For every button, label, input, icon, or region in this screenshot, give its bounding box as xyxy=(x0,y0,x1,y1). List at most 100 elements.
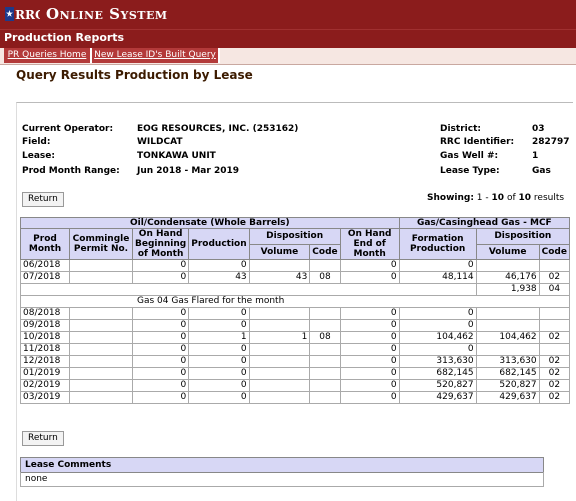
cell-begin: 0 xyxy=(131,391,190,404)
cell-permit xyxy=(69,319,133,332)
cell-gvol: 104,462 xyxy=(475,331,540,344)
cell-permit xyxy=(69,307,133,320)
cell-vol: 43 xyxy=(248,271,311,284)
cell-gvol xyxy=(475,307,540,320)
table-row: 10/2018 0 1 1 08 0 104,462 104,462 02 xyxy=(20,331,571,344)
cell-end: 0 xyxy=(339,319,400,332)
cell-month: 08/2018 xyxy=(20,307,70,320)
system-title: Online System xyxy=(46,5,168,23)
lease-comments-body: none xyxy=(20,472,544,487)
tab-new-lease-query[interactable]: New Lease ID's Built Query xyxy=(92,48,220,63)
cell-vol xyxy=(248,391,311,404)
type-value: Gas xyxy=(532,166,551,176)
note-row: Gas 04 Gas Flared for the month xyxy=(20,295,570,308)
cell-form: 0 xyxy=(398,319,477,332)
range-label: Prod Month Range: xyxy=(22,166,120,176)
cell-end: 0 xyxy=(339,343,400,356)
showing-from: 1 xyxy=(476,193,483,203)
table-body: 06/2018 0 0 0 0 07/2018 0 43 43 08 0 48,114 46,176 02… xyxy=(20,259,571,404)
cell-begin: 0 xyxy=(131,355,190,368)
col-production: Production xyxy=(188,228,250,260)
operator-value: EOG RESOURCES, INC. (253162) xyxy=(137,124,299,134)
gas-group-header: Gas/Casinghead Gas - MCF xyxy=(398,217,571,229)
cell-gcode: 02 xyxy=(538,379,571,392)
table-row: 03/2019 0 0 0 429,637 429,637 02 xyxy=(20,391,571,404)
cell-code xyxy=(309,379,341,392)
production-table: Oil/Condensate (Whole Barrels) Gas/Casin… xyxy=(20,217,571,404)
cell-begin: 0 xyxy=(131,331,190,344)
cell-month: 06/2018 xyxy=(20,259,70,272)
cell-end: 0 xyxy=(339,307,400,320)
section-bar xyxy=(0,29,576,49)
cell-form: 0 xyxy=(398,343,477,356)
cell-month: 01/2019 xyxy=(20,367,70,380)
rrc-logo-icon: RRC xyxy=(4,5,40,23)
cell-code xyxy=(309,355,341,368)
cell-begin: 0 xyxy=(131,379,190,392)
cell-begin: 0 xyxy=(131,367,190,380)
cell-form: 682,145 xyxy=(398,367,477,380)
cell-code xyxy=(309,343,341,356)
cell-form: 104,462 xyxy=(398,331,477,344)
page-title: Query Results Production by Lease xyxy=(16,68,253,82)
cell-permit xyxy=(69,367,133,380)
cell-form: 313,630 xyxy=(398,355,477,368)
type-label: Lease Type: xyxy=(440,166,500,176)
cell-gcode: 02 xyxy=(538,355,571,368)
cell-code: 08 xyxy=(309,271,341,284)
cell-gvol: 520,827 xyxy=(475,379,540,392)
cell-permit xyxy=(69,355,133,368)
cell-permit xyxy=(69,271,133,284)
cell-prod: 0 xyxy=(188,259,250,272)
cell-vol xyxy=(248,259,311,272)
cell-form: 429,637 xyxy=(398,391,477,404)
cell-end: 0 xyxy=(339,259,400,272)
cell-gvol: 1,938 xyxy=(475,283,540,296)
range-value: Jun 2018 - Mar 2019 xyxy=(137,166,239,176)
col-volume: Volume xyxy=(248,243,311,260)
rrc-label: RRC Identifier: xyxy=(440,137,515,147)
cell-permit xyxy=(69,391,133,404)
cell-begin: 0 xyxy=(131,319,190,332)
district-value: 03 xyxy=(532,124,545,134)
blank-cell xyxy=(20,283,477,296)
cell-prod: 0 xyxy=(188,355,250,368)
col-disposition: Disposition xyxy=(248,228,341,245)
cell-code xyxy=(309,367,341,380)
district-label: District: xyxy=(440,124,481,134)
cell-begin: 0 xyxy=(131,259,190,272)
cell-begin: 0 xyxy=(131,271,190,284)
cell-gcode xyxy=(538,259,571,272)
cell-code xyxy=(309,259,341,272)
cell-vol: 1 xyxy=(248,331,311,344)
cell-vol xyxy=(248,343,311,356)
cell-form: 0 xyxy=(398,307,477,320)
return-button-bottom[interactable]: Return xyxy=(22,431,64,446)
showing-to: 10 xyxy=(491,193,505,203)
cell-gcode: 02 xyxy=(538,331,571,344)
cell-gcode xyxy=(538,343,571,356)
cell-month: 07/2018 xyxy=(20,271,70,284)
col-code: Code xyxy=(309,243,341,260)
table-row: 09/2018 0 0 0 0 xyxy=(20,319,571,332)
tab-pr-queries-home[interactable]: PR Queries Home xyxy=(4,48,92,63)
gas-col-code: Code xyxy=(538,243,571,260)
cell-permit xyxy=(69,259,133,272)
cell-prod: 0 xyxy=(188,343,250,356)
cell-month: 11/2018 xyxy=(20,343,70,356)
return-button-top[interactable]: Return xyxy=(22,192,64,207)
showing-prefix: Showing: xyxy=(427,193,474,203)
cell-gcode: 04 xyxy=(538,283,571,296)
cell-code xyxy=(309,319,341,332)
oil-group-header: Oil/Condensate (Whole Barrels) xyxy=(20,217,400,229)
cell-code xyxy=(309,307,341,320)
cell-end: 0 xyxy=(339,271,400,284)
cell-vol xyxy=(248,307,311,320)
col-formation: Formation Production xyxy=(398,228,477,260)
table-row: 02/2019 0 0 0 520,827 520,827 02 xyxy=(20,379,571,392)
cell-prod: 0 xyxy=(188,307,250,320)
cell-form: 0 xyxy=(398,259,477,272)
cell-prod: 0 xyxy=(188,391,250,404)
col-commingle: Commingle Permit No. xyxy=(69,228,133,260)
cell-prod: 43 xyxy=(188,271,250,284)
